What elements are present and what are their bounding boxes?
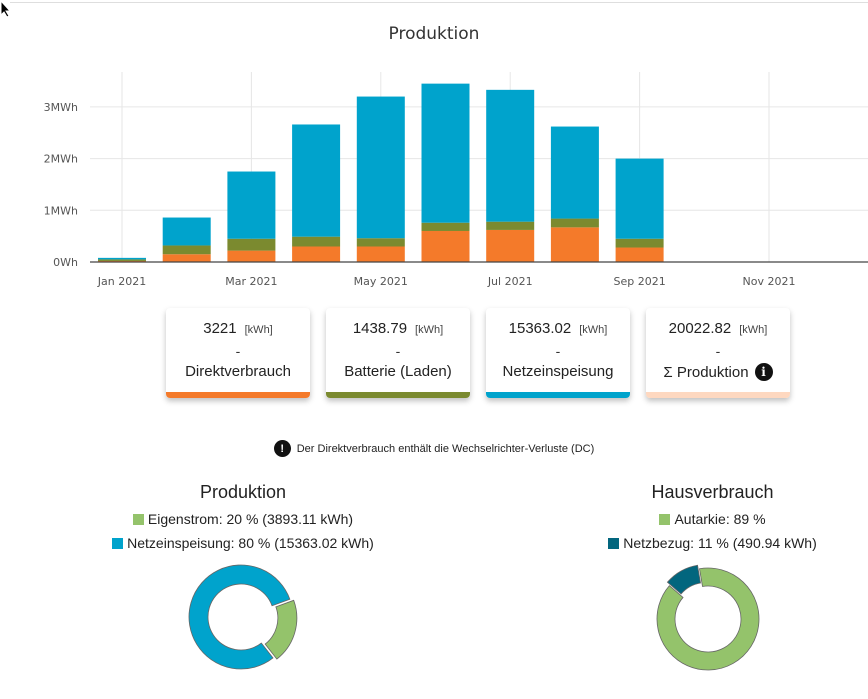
legend-label: Netzbezug: 11 % (490.94 kWh) xyxy=(623,535,817,551)
bar-segment-direktverbrauch[interactable] xyxy=(227,250,276,262)
card-value: 1438.79 xyxy=(352,320,408,337)
bar-segment-direktverbrauch[interactable] xyxy=(162,254,211,262)
bar-segment-direktverbrauch[interactable] xyxy=(292,246,341,262)
bar-segment-batterie-laden[interactable] xyxy=(421,222,470,231)
card-value: 3221 xyxy=(203,320,237,337)
card-label: Batterie (Laden) xyxy=(344,363,452,380)
production-pie-section: Produktion Eigenstrom: 20 % (3893.11 kWh… xyxy=(93,482,393,555)
bar-segment-netzeinspeisung[interactable] xyxy=(292,124,341,237)
card-dash: - xyxy=(715,343,721,359)
bar-segment-netzeinspeisung[interactable] xyxy=(356,96,405,239)
legend-swatch xyxy=(112,538,124,549)
info-icon[interactable]: i xyxy=(754,363,773,381)
legend-label: Eigenstrom: 20 % (3893.11 kWh) xyxy=(147,511,354,527)
card-label: Direktverbrauch xyxy=(185,363,291,380)
x-tick-label: Sep 2021 xyxy=(613,275,665,288)
card-color-stripe xyxy=(486,392,630,398)
card-direktverbrauch[interactable]: 3221 [kWh] - Direktverbrauch xyxy=(166,308,310,398)
bar-segment-netzeinspeisung[interactable] xyxy=(550,126,599,219)
legend-swatch xyxy=(659,514,671,525)
bar-segment-netzeinspeisung[interactable] xyxy=(98,257,146,260)
x-tick-label: May 2021 xyxy=(354,275,408,288)
pie-title: Produktion xyxy=(199,482,287,502)
card-unit: [kWh] xyxy=(244,324,273,336)
note-text: Der Direktverbrauch enthält die Wechselr… xyxy=(296,442,595,455)
legend-label: Netzeinspeisung: 80 % (15363.02 kWh) xyxy=(127,535,374,551)
bar-segment-netzeinspeisung[interactable] xyxy=(615,158,664,239)
donut-slice-netzbezug[interactable] xyxy=(666,564,701,595)
donut-slice-netzeinspeisung[interactable] xyxy=(188,564,291,670)
card-value: 15363.02 xyxy=(508,320,572,337)
card-batterie[interactable]: 1438.79 [kWh] - Batterie (Laden) xyxy=(326,308,470,398)
bar-segment-batterie-laden[interactable] xyxy=(98,259,146,261)
hausverbrauch-donut-chart xyxy=(656,564,760,671)
bar-segment-direktverbrauch[interactable] xyxy=(421,230,470,262)
card-unit: [kWh] xyxy=(739,324,768,336)
exclamation-icon: ! xyxy=(273,440,291,457)
hausverbrauch-pie-section: Hausverbrauch Autarkie: 89 % Netzbezug: … xyxy=(580,482,845,555)
top-divider xyxy=(10,2,868,3)
legend-item-autarkie[interactable]: Autarkie: 89 % xyxy=(580,507,845,531)
x-tick-label: Mar 2021 xyxy=(225,275,277,288)
bar-segment-batterie-laden[interactable] xyxy=(162,245,211,255)
card-color-stripe xyxy=(326,392,470,398)
card-value: 20022.82 xyxy=(668,320,732,337)
card-summe-produktion[interactable]: 20022.82 [kWh] - Σ Produktion i xyxy=(646,308,790,398)
bar-segment-batterie-laden[interactable] xyxy=(486,221,535,230)
legend-label: Autarkie: 89 % xyxy=(674,511,766,527)
legend-item-netzbezug[interactable]: Netzbezug: 11 % (490.94 kWh) xyxy=(580,531,845,555)
card-color-stripe xyxy=(166,392,310,398)
bar-segment-batterie-laden[interactable] xyxy=(292,236,341,247)
card-label: Σ Produktion xyxy=(663,363,749,381)
donut-slice-eigenstrom[interactable] xyxy=(264,599,298,660)
bar-segment-netzeinspeisung[interactable] xyxy=(486,89,535,222)
card-label: Netzeinspeisung xyxy=(502,363,614,380)
bar-segment-direktverbrauch[interactable] xyxy=(356,246,405,262)
legend-item-netzeinspeisung[interactable]: Netzeinspeisung: 80 % (15363.02 kWh) xyxy=(93,531,393,555)
y-tick-label: 0Wh xyxy=(53,256,78,269)
bar-segment-batterie-laden[interactable] xyxy=(550,218,599,228)
mouse-cursor-icon xyxy=(0,0,12,18)
bar-segment-direktverbrauch[interactable] xyxy=(550,227,599,262)
bar-segment-batterie-laden[interactable] xyxy=(615,238,664,248)
card-dash: - xyxy=(555,343,561,359)
production-bar-chart: 0Wh 1MWh 2MWh 3MWh Jan 2021 Mar 2021 May 2021 J… xyxy=(44,72,868,288)
card-color-stripe xyxy=(646,392,790,398)
summary-cards: 3221 [kWh] - Direktverbrauch 1438.79 [kWh]… xyxy=(166,308,790,398)
y-tick-label: 2MWh xyxy=(44,153,78,166)
card-dash: - xyxy=(395,343,401,359)
bar-segment-batterie-laden[interactable] xyxy=(356,238,405,247)
production-donut-chart xyxy=(188,564,298,670)
card-unit: [kWh] xyxy=(579,324,608,336)
card-unit: [kWh] xyxy=(415,324,444,336)
legend-item-eigenstrom[interactable]: Eigenstrom: 20 % (3893.11 kWh) xyxy=(93,507,393,531)
x-tick-label: Nov 2021 xyxy=(743,275,796,288)
y-tick-label: 1MWh xyxy=(44,204,78,217)
pie-title: Hausverbrauch xyxy=(651,482,774,502)
inverter-loss-note: ! Der Direktverbrauch enthält die Wechse… xyxy=(0,440,868,457)
card-netzeinspeisung[interactable]: 15363.02 [kWh] - Netzeinspeisung xyxy=(486,308,630,398)
bar-segment-netzeinspeisung[interactable] xyxy=(227,171,276,239)
bar-segment-batterie-laden[interactable] xyxy=(227,238,276,251)
x-tick-label: Jan 2021 xyxy=(97,275,146,288)
y-tick-label: 3MWh xyxy=(44,101,78,114)
donut-slice-autarkie[interactable] xyxy=(656,567,760,671)
x-tick-label: Jul 2021 xyxy=(487,275,533,288)
bar-segment-netzeinspeisung[interactable] xyxy=(162,217,211,246)
chart-title: Produktion xyxy=(388,24,480,44)
bar-segment-direktverbrauch[interactable] xyxy=(615,247,664,262)
legend-swatch xyxy=(132,514,144,525)
legend-swatch xyxy=(608,538,620,549)
bar-segment-direktverbrauch[interactable] xyxy=(486,229,535,262)
card-dash: - xyxy=(235,343,241,359)
bar-segment-netzeinspeisung[interactable] xyxy=(421,83,470,223)
